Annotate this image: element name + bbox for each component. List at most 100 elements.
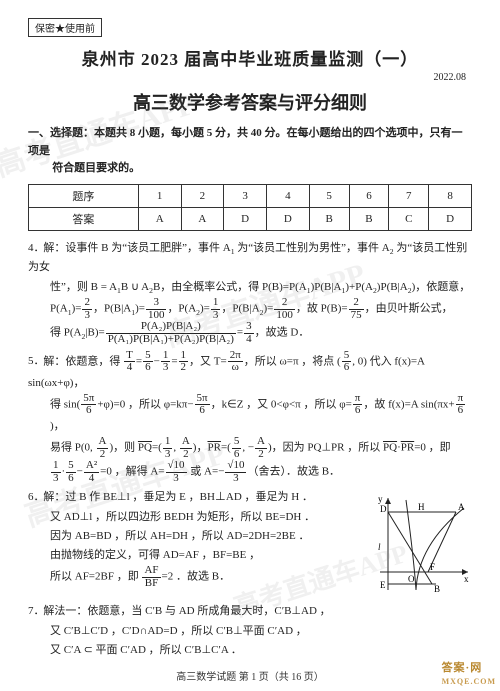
item-number: 4．	[28, 239, 43, 258]
vector: PR	[207, 442, 220, 454]
t: )=	[200, 303, 210, 315]
t: ，k∈Z ，又 0<φ<π ，所以 φ=	[211, 398, 352, 410]
col-num: 2	[181, 184, 224, 207]
t: ，又 T=	[189, 355, 227, 367]
t: )，	[193, 442, 208, 454]
t: 解：依题意，得	[43, 355, 123, 367]
col-num: 8	[429, 184, 472, 207]
t: =(	[221, 442, 231, 454]
text-line: 得 sin(5π6+φ)=0 ，所以 φ=kπ−5π6，k∈Z ，又 0<φ<π…	[28, 393, 472, 436]
fraction: 12	[179, 350, 189, 374]
t: =0 ，即	[414, 442, 450, 454]
corner-brand: 答案·网 MXQE.COM	[442, 659, 496, 687]
col-num: 3	[224, 184, 267, 207]
text-line: 又 C′A ⊂ 平面 C′AD ，所以 C′B⊥C′A ．	[28, 641, 472, 660]
fraction: 275	[349, 297, 364, 321]
t: =(	[152, 442, 162, 454]
col-num: 5	[309, 184, 349, 207]
t: ，故选 D．	[255, 327, 310, 339]
t: )，则	[109, 442, 137, 454]
t: )P(B|A	[311, 281, 342, 293]
subtitle: 高三数学参考答案与评分细则	[28, 89, 472, 115]
svg-text:O: O	[408, 574, 415, 584]
vector: PR	[401, 442, 414, 454]
fraction: 56	[143, 350, 153, 374]
brand-cn: 答案·网	[442, 662, 483, 674]
fraction: 34	[244, 321, 254, 345]
t: )=	[135, 303, 145, 315]
fraction: AFBF	[142, 565, 160, 589]
text: 解：设事件 B 为“该员工肥胖”，事件 A	[43, 242, 230, 254]
table-row: 答案 A A D D B B C D	[29, 207, 472, 230]
text-line: 得 P(A2|B)=P(A₂)P(B|A₂)P(A₁)P(B|A₁)+P(A₂)…	[28, 321, 472, 345]
page-footer: 高三数学试题 第 1 页（共 16 页）	[0, 668, 500, 683]
vector: PQ	[383, 442, 397, 454]
body-text: 4．解：设事件 B 为“该员工肥胖”，事件 A1 为“该员工性别为男性”，事件 …	[28, 239, 472, 660]
answer-cell: D	[429, 207, 472, 230]
svg-text:H: H	[418, 502, 425, 512]
t: =2 ．故选 B．	[162, 571, 231, 583]
answer-cell: B	[309, 207, 349, 230]
heading-line: 符合题目要求的。	[28, 162, 140, 174]
table-row: 题序 1 2 3 4 5 6 7 8	[29, 184, 472, 207]
question-6: y x l A B D E F H O 6．解：过 B 作 BE⊥l ，垂足为 …	[28, 488, 472, 598]
question-7: 7．解法一：依题意，当 C′B 与 AD 所成角最大时，C′B⊥AD ， 又 C…	[28, 602, 472, 660]
text: 为“该员工性别为男性”，事件 A	[235, 242, 390, 254]
svg-text:l: l	[378, 542, 381, 552]
answer-table: 题序 1 2 3 4 5 6 7 8 答案 A A D D B B C D	[28, 184, 472, 231]
fraction: A2	[180, 436, 192, 460]
svg-text:F: F	[430, 562, 435, 572]
t: ，P(B|A	[221, 303, 259, 315]
t: P(A	[50, 303, 68, 315]
secret-tag: 保密★使用前	[28, 18, 102, 37]
fraction: A²4	[84, 460, 99, 484]
t: 性”，则 B = A	[50, 281, 117, 293]
row-label: 题序	[29, 184, 139, 207]
fraction: 5π6	[81, 393, 96, 417]
fraction: √103	[166, 460, 187, 484]
fraction: 13	[51, 460, 61, 484]
t: 得 sin(	[50, 398, 80, 410]
t: , −	[242, 442, 254, 454]
svg-text:E: E	[380, 580, 386, 590]
t: )P(B|A	[377, 281, 408, 293]
t: 得 P(A	[50, 327, 81, 339]
fraction: 5π6	[195, 393, 210, 417]
fraction: √103	[225, 460, 246, 484]
fraction: 56	[66, 460, 76, 484]
t: )+P(A	[345, 281, 373, 293]
col-num: 7	[389, 184, 429, 207]
col-num: 6	[349, 184, 389, 207]
t: B ∪ A	[121, 281, 149, 293]
item-number: 5．	[28, 352, 43, 371]
row-label: 答案	[29, 207, 139, 230]
t: ,	[173, 442, 179, 454]
t: =0 ，解得 A=	[100, 466, 164, 478]
brand-en: MXQE.COM	[442, 677, 496, 686]
svg-text:D: D	[380, 504, 387, 514]
t: )，依题意，	[412, 281, 471, 293]
question-4: 4．解：设事件 B 为“该员工肥胖”，事件 A1 为“该员工性别为男性”，事件 …	[28, 239, 472, 346]
t: 易得 P(0,	[50, 442, 96, 454]
t: −	[77, 466, 83, 478]
fraction: 2100	[274, 297, 295, 321]
text-line: 13·56−A²4=0 ，解得 A=√103 或 A=−√103（舍去）．故选 …	[28, 460, 472, 484]
fraction: A2	[97, 436, 109, 460]
t: )，因为 PQ⊥PR ，所以	[268, 442, 383, 454]
t: ，P(B|A	[93, 303, 131, 315]
fraction: T4	[124, 350, 135, 374]
t: 所以 AF=2BF ，即	[50, 571, 141, 583]
t: )，	[50, 420, 65, 432]
page-container: 高考直通车APP 高考直通车APP 高考直通车APP 高考直通车APP 保密★使…	[0, 0, 500, 691]
fraction: 2πω	[228, 350, 243, 374]
t: |B)=	[85, 327, 104, 339]
fraction: P(A₂)P(B|A₂)P(A₁)P(B|A₁)+P(A₂)P(B|A₂)	[106, 321, 236, 345]
fraction: 13	[211, 297, 221, 321]
vector: PQ	[138, 442, 152, 454]
text: 解法一：依题意，当 C′B 与 AD 所成角最大时，C′B⊥AD ，	[43, 605, 330, 617]
date: 2022.08	[28, 72, 472, 83]
question-5: 5．解：依题意，得 T4=56−13=12，又 T=2πω，所以 ω=π ，将点…	[28, 350, 472, 485]
t: B，由全概率公式，得 P(B)=P(A	[153, 281, 307, 293]
main-title: 泉州市 2023 届高中毕业班质量监测（一）	[28, 45, 472, 70]
answer-cell: C	[389, 207, 429, 230]
